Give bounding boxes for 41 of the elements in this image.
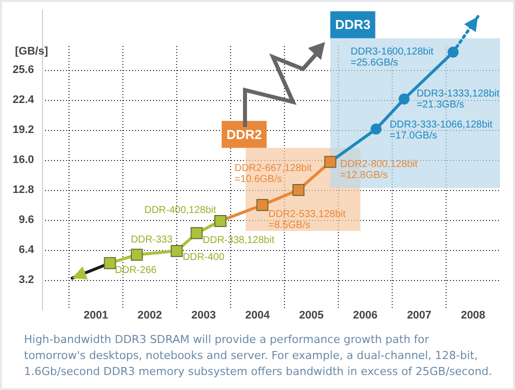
- point: [370, 124, 382, 135]
- data-label: DDR-400: [182, 252, 225, 263]
- x-tick-label: 2007: [406, 310, 432, 322]
- point: [130, 248, 143, 261]
- data-label: DDR2-667,128bit =10.6GB/s: [234, 163, 312, 185]
- y-tick-label: 6.4: [18, 244, 35, 256]
- point: [448, 46, 459, 58]
- y-tick-label: 3.2: [18, 274, 34, 286]
- point: [324, 156, 336, 168]
- band-label: DDR3: [335, 17, 370, 32]
- band-label: DDR2: [226, 126, 262, 142]
- y-tick-label: 16.0: [12, 154, 34, 166]
- x-tick-label: 2001: [84, 310, 108, 322]
- text: High-bandwidth DDR3 SDRAM will provide a performance growth path for tomorrow's desktops, notebooks and server. For example, a dual-channel, 128-bit, 1.6Gb/second DDR3 memory subsystem offers bandwidth in excess of 25GB/second.: [24, 332, 494, 380]
- x-tick-label: 2006: [353, 310, 378, 322]
- x-tick-label: 2004: [245, 310, 271, 322]
- data-label: DDR-400,128bit: [144, 204, 216, 216]
- data-label: DDR-266: [114, 265, 158, 276]
- point: [104, 257, 116, 270]
- y-tick-label: 9.6: [18, 214, 34, 226]
- x-tick-label: 2003: [191, 310, 216, 322]
- data-label: DDR-333: [130, 234, 173, 246]
- point: [292, 184, 304, 196]
- y-tick-label: 12.8: [12, 184, 34, 196]
- x-tick-label: 2008: [460, 310, 486, 322]
- point: [256, 199, 268, 211]
- x-tick-label: 2002: [138, 310, 162, 322]
- data-label: DDR-338,128bit: [202, 235, 275, 246]
- point: [170, 244, 183, 257]
- data-label: DDR2-800,128bit =12.8GB/s: [340, 158, 418, 181]
- x-tick-label: 2005: [299, 310, 324, 322]
- data-label: DDR3-1600,128bit =25.6GB/s: [350, 46, 434, 69]
- point: [398, 94, 410, 105]
- y-axis-title: [GB/s]: [15, 46, 48, 58]
- y-tick-label: 25.6: [12, 64, 34, 76]
- data-label: DDR2-533,128bit =8.5GB/s: [268, 209, 346, 231]
- data-label: DDR3-1333,128bit =21.3GB/s: [416, 88, 500, 111]
- y-tick-label: 19.2: [12, 124, 34, 136]
- data-label: DDR3-333-1066,128bit =17.0GB/s: [390, 120, 493, 142]
- point: [190, 227, 203, 240]
- y-tick-label: 22.4: [12, 94, 35, 106]
